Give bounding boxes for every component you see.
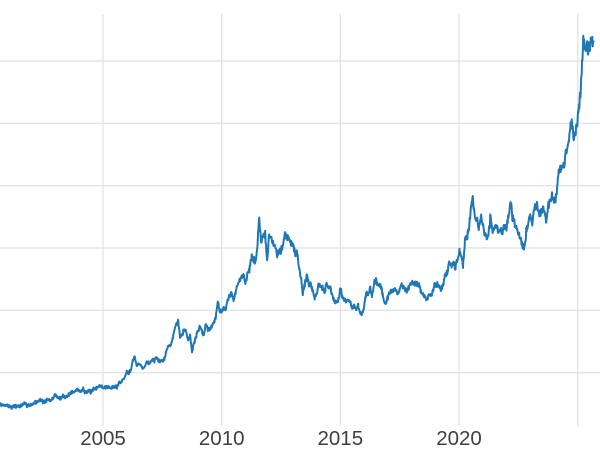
x-tick-label-2015: 2015 [317, 427, 363, 450]
x-tick-label-2020: 2020 [436, 427, 482, 450]
x-tick-label-2010: 2010 [199, 427, 245, 450]
x-tick-label-2005: 2005 [80, 427, 126, 450]
price-line [0, 34, 595, 410]
